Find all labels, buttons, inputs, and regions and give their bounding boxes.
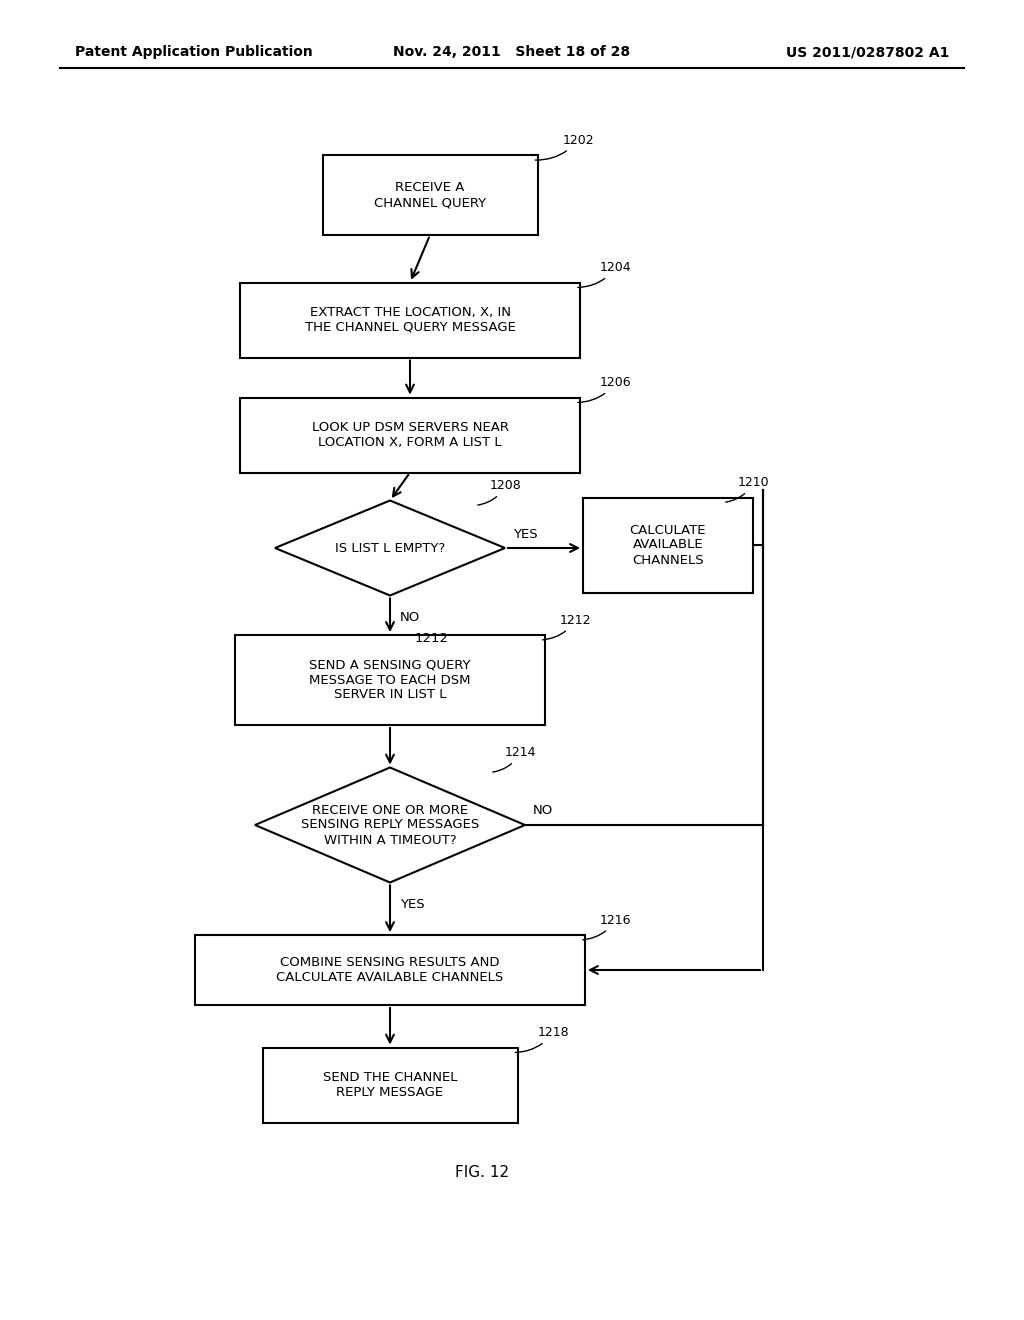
Text: 1204: 1204 <box>578 261 632 288</box>
Text: COMBINE SENSING RESULTS AND
CALCULATE AVAILABLE CHANNELS: COMBINE SENSING RESULTS AND CALCULATE AV… <box>276 956 504 983</box>
Polygon shape <box>255 767 525 883</box>
Text: 1216: 1216 <box>583 913 632 940</box>
Text: 1212: 1212 <box>543 614 592 640</box>
Bar <box>583 498 753 593</box>
Text: LOOK UP DSM SERVERS NEAR
LOCATION X, FORM A LIST L: LOOK UP DSM SERVERS NEAR LOCATION X, FOR… <box>311 421 509 449</box>
Text: 1214: 1214 <box>493 746 537 772</box>
Text: 1218: 1218 <box>515 1026 569 1052</box>
Text: Patent Application Publication: Patent Application Publication <box>75 45 312 59</box>
Bar <box>234 635 545 725</box>
Bar <box>323 154 538 235</box>
Text: YES: YES <box>513 528 538 540</box>
Text: RECEIVE ONE OR MORE
SENSING REPLY MESSAGES
WITHIN A TIMEOUT?: RECEIVE ONE OR MORE SENSING REPLY MESSAG… <box>301 804 479 846</box>
Bar <box>262 1048 517 1122</box>
Text: RECEIVE A
CHANNEL QUERY: RECEIVE A CHANNEL QUERY <box>374 181 486 209</box>
Bar <box>195 935 585 1005</box>
Text: IS LIST L EMPTY?: IS LIST L EMPTY? <box>335 541 445 554</box>
Text: 1208: 1208 <box>478 479 522 506</box>
Text: NO: NO <box>534 804 553 817</box>
Text: SEND A SENSING QUERY
MESSAGE TO EACH DSM
SERVER IN LIST L: SEND A SENSING QUERY MESSAGE TO EACH DSM… <box>309 659 471 701</box>
Text: CALCULATE
AVAILABLE
CHANNELS: CALCULATE AVAILABLE CHANNELS <box>630 524 707 566</box>
Text: 1202: 1202 <box>536 133 594 160</box>
Text: Nov. 24, 2011   Sheet 18 of 28: Nov. 24, 2011 Sheet 18 of 28 <box>393 45 631 59</box>
Text: US 2011/0287802 A1: US 2011/0287802 A1 <box>785 45 949 59</box>
Text: 1212: 1212 <box>415 631 449 644</box>
Text: 1210: 1210 <box>726 477 770 502</box>
Text: SEND THE CHANNEL
REPLY MESSAGE: SEND THE CHANNEL REPLY MESSAGE <box>323 1071 458 1100</box>
Text: EXTRACT THE LOCATION, X, IN
THE CHANNEL QUERY MESSAGE: EXTRACT THE LOCATION, X, IN THE CHANNEL … <box>304 306 515 334</box>
Text: FIG. 12: FIG. 12 <box>455 1166 509 1180</box>
Bar <box>240 397 580 473</box>
Bar <box>240 282 580 358</box>
Text: YES: YES <box>400 898 425 911</box>
Polygon shape <box>275 500 505 595</box>
Text: 1206: 1206 <box>578 376 632 403</box>
Text: NO: NO <box>400 611 420 624</box>
